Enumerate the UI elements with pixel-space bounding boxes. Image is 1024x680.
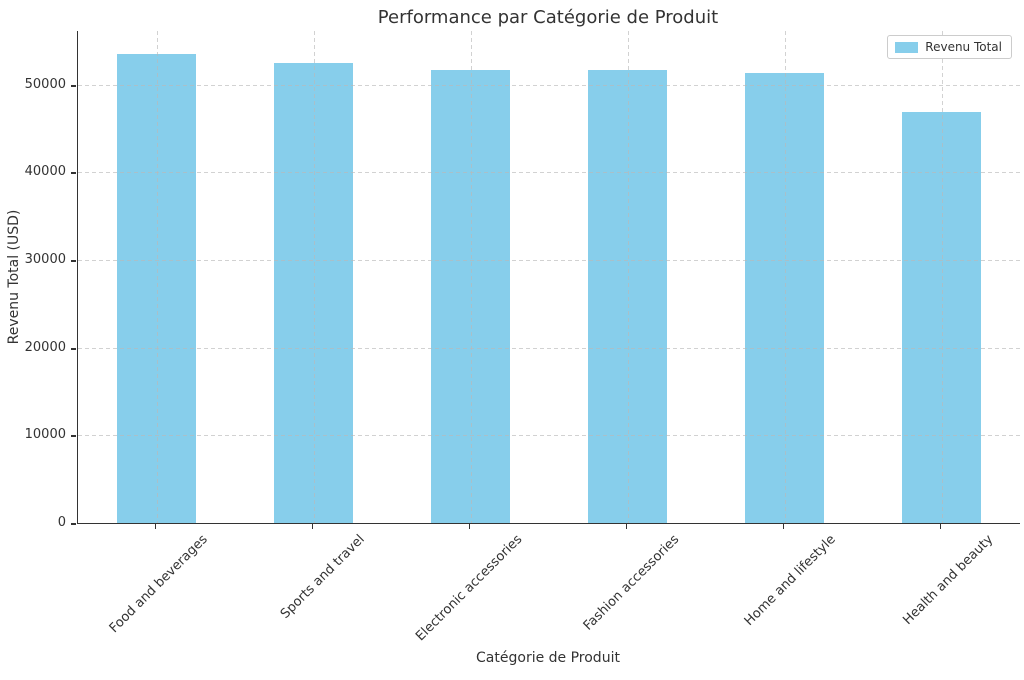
grid-line-horizontal — [78, 260, 1020, 262]
y-tick-label: 10000 — [24, 427, 66, 443]
grid-line-vertical — [784, 31, 786, 523]
grid-line-vertical — [627, 31, 629, 523]
x-tick-label: Food and beverages — [107, 532, 212, 637]
legend: Revenu Total — [887, 35, 1012, 59]
x-tick-label: Sports and travel — [278, 532, 369, 622]
chart-title: Performance par Catégorie de Produit — [377, 7, 719, 28]
grid-line-horizontal — [78, 172, 1020, 174]
grid-line-horizontal — [78, 435, 1020, 437]
x-tick-mark — [154, 524, 157, 529]
y-tick-label: 40000 — [24, 164, 66, 180]
x-tick-mark — [311, 524, 314, 529]
legend-swatch — [895, 41, 919, 53]
y-axis-label: Revenu Total (USD) — [6, 209, 22, 345]
x-axis-label: Catégorie de Produit — [476, 650, 620, 666]
x-tick-label: Fashion accessories — [580, 532, 683, 634]
y-tick-mark — [71, 260, 76, 262]
x-tick-label: Home and lifestyle — [742, 532, 840, 629]
y-tick-label: 0 — [57, 515, 66, 530]
x-tick-mark — [468, 524, 471, 529]
x-tick-label: Electronic accessories — [412, 532, 526, 645]
x-tick-mark — [939, 524, 942, 529]
legend-label: Revenu Total — [925, 40, 1002, 54]
y-tick-label: 20000 — [24, 339, 66, 355]
grid-line-vertical — [313, 31, 315, 523]
plot-area — [77, 31, 1020, 524]
grid-line-horizontal — [78, 347, 1020, 349]
grid-line-horizontal — [78, 84, 1020, 86]
y-tick-mark — [71, 347, 76, 350]
x-tick-label: Health and beauty — [900, 532, 997, 628]
grid-line-vertical — [470, 31, 472, 523]
grid-line-vertical — [156, 31, 158, 523]
x-tick-mark — [782, 524, 785, 529]
y-tick-mark — [71, 435, 76, 438]
y-tick-mark — [71, 172, 76, 175]
grid-line-vertical — [941, 31, 943, 523]
y-tick-mark — [71, 84, 76, 87]
y-tick-mark — [71, 523, 76, 525]
x-tick-mark — [625, 524, 628, 529]
y-tick-label: 30000 — [24, 252, 66, 268]
y-tick-label: 50000 — [24, 76, 66, 92]
